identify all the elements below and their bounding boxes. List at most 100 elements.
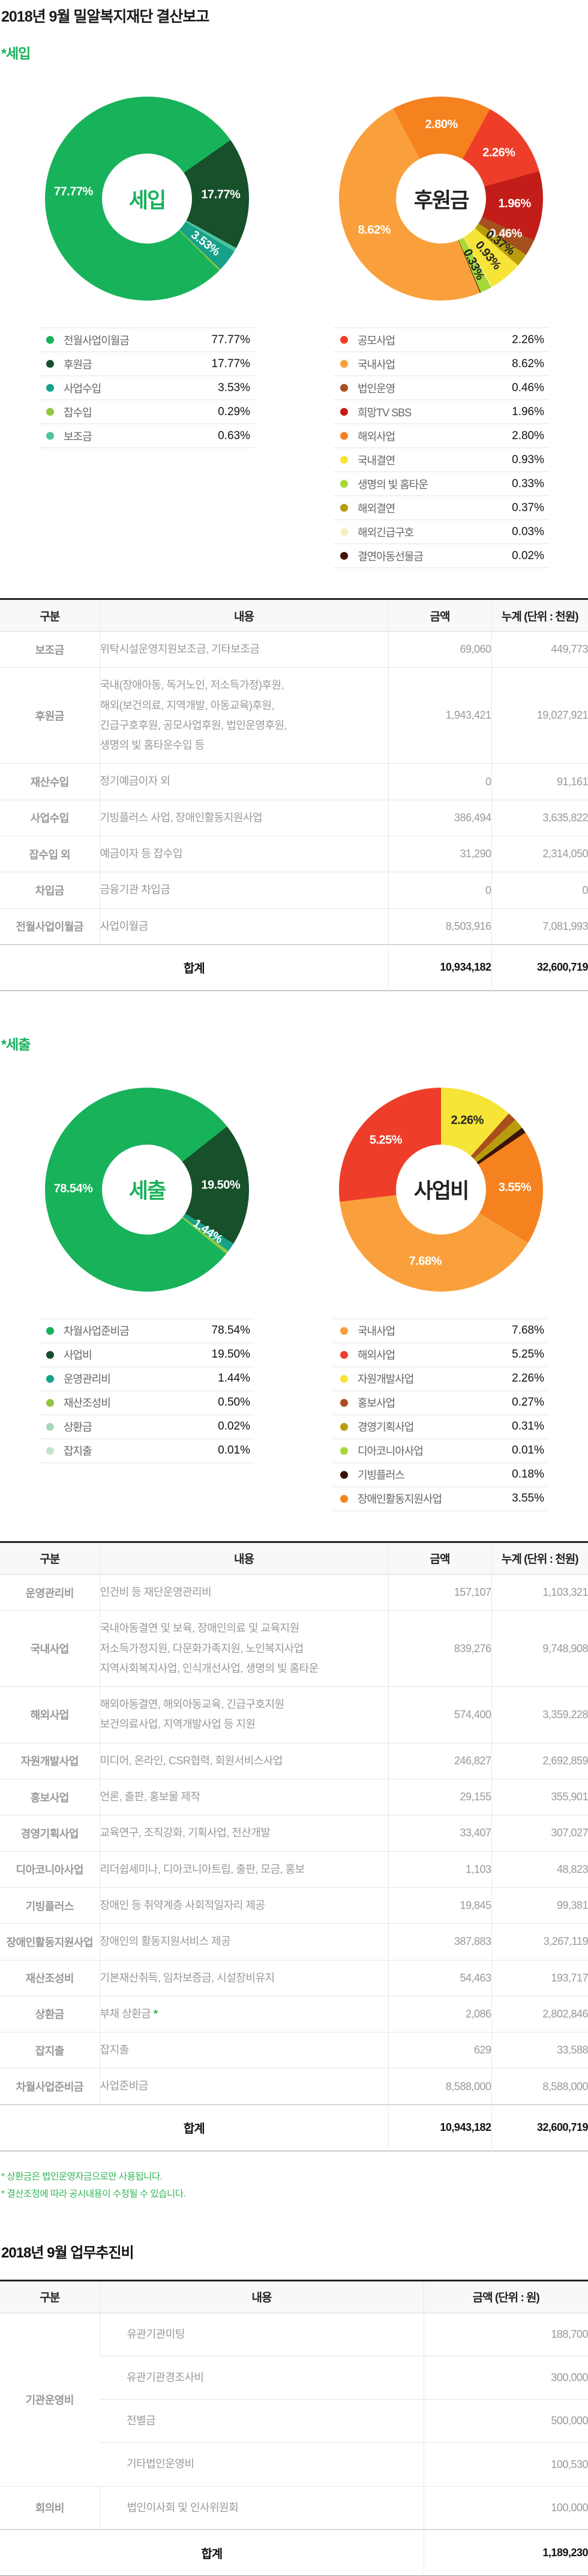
- legend-item-value: 0.63%: [218, 429, 250, 442]
- donut-hole: 후원금: [396, 154, 486, 244]
- row-amount: 300,000: [423, 2355, 588, 2400]
- donut-hole: 세출: [102, 1144, 192, 1235]
- legend-item-value: 0.02%: [512, 549, 544, 562]
- legend-item-label: 결연아동선물금: [358, 550, 424, 563]
- legend-item-value: 2.26%: [512, 1372, 544, 1385]
- table-row: 해외사업 해외아동결연, 해외아동교육, 긴급구호지원 보건의료사업, 지역개발사업…: [0, 1686, 588, 1743]
- chart-legend: 전월사업이월금 77.77% 후원금 17.77% 사업수입 3.53% 잡수입 0.29% 보…: [40, 328, 254, 448]
- row-cumulative: 48,823: [491, 1851, 588, 1888]
- legend-item: 희망TV SBS 1.96%: [334, 400, 548, 424]
- slice-percent-label: 5.25%: [369, 1133, 403, 1147]
- legend-item-value: 0.02%: [218, 1420, 250, 1433]
- legend-item: 운영관리비 1.44%: [40, 1367, 254, 1391]
- row-category: 전월사업이월금: [0, 908, 100, 945]
- column-header: 구분: [0, 2280, 100, 2313]
- row-amount: 246,827: [388, 1742, 491, 1779]
- legend-item-value: 0.37%: [512, 501, 544, 514]
- legend-item: 전월사업이월금 77.77%: [40, 328, 254, 352]
- row-amount: 100,530: [423, 2442, 588, 2487]
- row-description: 교육연구, 조직강화, 기획사업, 전산개발: [99, 1815, 388, 1852]
- row-amount: 31,290: [388, 836, 491, 872]
- donut-center-label: 후원금: [413, 188, 470, 212]
- row-description: 위탁시설운영지원보조금, 기타보조금: [99, 631, 388, 668]
- legend-item-value: 7.68%: [512, 1324, 544, 1337]
- row-description: 전별금: [100, 2399, 424, 2443]
- legend-item: 자원개발사업 2.26%: [334, 1367, 548, 1391]
- row-category: 차입금: [0, 872, 100, 909]
- row-category: 잡지출: [0, 2032, 100, 2068]
- row-description: 리더쉽세미나, 디아코니아트립, 출판, 모금, 홍보: [99, 1851, 388, 1888]
- expense-table-header: 구분 내용 금액 (단위 : 원): [0, 2280, 588, 2313]
- legend-item-label: 보조금: [64, 430, 92, 443]
- legend-color-dot: [340, 552, 348, 560]
- legend-item-label: 해외사업: [358, 430, 395, 443]
- legend-color-dot: [46, 360, 54, 368]
- row-cumulative: 449,773: [491, 631, 588, 668]
- row-description: 기빙플러스 사업, 장애인활동지원사업: [99, 799, 388, 836]
- legend-item-label: 디아코니아사업: [358, 1445, 424, 1458]
- row-amount: 0: [388, 872, 491, 909]
- donut-chart: 세출 78.54% 19.50% 1.44%: [45, 1087, 249, 1292]
- row-cumulative: 33,588: [491, 2032, 588, 2068]
- row-amount: 29,155: [388, 1779, 491, 1815]
- legend-color-dot: [340, 1326, 348, 1335]
- slice-percent-label: 2.26%: [482, 146, 515, 160]
- total-cumulative: 32,600,719: [491, 944, 588, 991]
- legend-item: 디아코니아사업 0.01%: [334, 1439, 548, 1463]
- legend-item-value: 5.25%: [512, 1348, 544, 1361]
- column-header: 누계 (단위 : 천원): [491, 599, 588, 632]
- legend-item-label: 사업비: [64, 1349, 92, 1362]
- row-category: 잡수입 외: [0, 836, 100, 872]
- footnote: * 결산조정에 따라 공시내용이 수정될 수 있습니다.: [1, 2189, 186, 2200]
- legend-item-label: 해외사업: [358, 1349, 395, 1362]
- table-total-row: 합계 1,189,230: [0, 2529, 588, 2576]
- row-amount: 387,883: [388, 1923, 491, 1960]
- expense-section-title: 2018년 9월 업무추진비: [1, 2244, 134, 2261]
- column-header: 구분: [0, 1542, 100, 1575]
- legend-item: 해외긴급구호 0.03%: [334, 520, 548, 544]
- legend-color-dot: [340, 1374, 348, 1383]
- row-amount: 386,494: [388, 799, 491, 836]
- legend-color-dot: [340, 1470, 348, 1479]
- table-row: 경영기획사업 교육연구, 조직강화, 기획사업, 전산개발 33,407 307,02…: [0, 1815, 588, 1852]
- table-row: 후원금 국내(장애아동, 독거노인, 저소득가정)후원, 해외(보건의료, 지역개발…: [0, 667, 588, 764]
- legend-item-value: 0.31%: [512, 1420, 544, 1433]
- row-category: 재산수입: [0, 763, 100, 800]
- row-description: 부채 상환금 *: [99, 1995, 388, 2032]
- legend-item: 생명의 빛 홈타운 0.33%: [334, 472, 548, 496]
- row-description: 기타법인운영비: [100, 2442, 424, 2487]
- row-amount: 500,000: [423, 2399, 588, 2443]
- legend-item: 해외결연 0.37%: [334, 496, 548, 520]
- row-cumulative: 19,027,921: [491, 667, 588, 764]
- donut-hole: 세입: [102, 154, 192, 244]
- legend-item-value: 0.33%: [512, 477, 544, 490]
- legend-item-label: 해외결연: [358, 502, 395, 515]
- legend-item-label: 국내사업: [358, 1325, 395, 1338]
- legend-item: 결연아동선물금 0.02%: [334, 544, 548, 568]
- row-description: 기본재산취득, 임차보증금, 시설장비유지: [99, 1959, 388, 1996]
- legend-color-dot: [46, 1374, 54, 1383]
- row-cumulative: 307,027: [491, 1815, 588, 1852]
- legend-item: 해외사업 5.25%: [334, 1343, 548, 1367]
- legend-color-dot: [46, 336, 54, 344]
- legend-color-dot: [340, 504, 348, 512]
- table-row: 차입금 금융기관 차입금 0 0: [0, 872, 588, 909]
- legend-item-label: 운영관리비: [64, 1373, 111, 1386]
- legend-item: 사업수입 3.53%: [40, 376, 254, 400]
- expenditure-table-header: 구분 내용 금액 누계 (단위 : 천원): [0, 1542, 588, 1575]
- expenditure-table: 구분 내용 금액 누계 (단위 : 천원) 운영관리비 인건비 등 재단운영관리비 157…: [0, 1541, 588, 2151]
- legend-item-value: 0.46%: [512, 381, 544, 394]
- legend-color-dot: [340, 1422, 348, 1431]
- table-total-row: 합계 10,943,182 32,600,719: [0, 2104, 588, 2151]
- row-amount: 1,103: [388, 1851, 491, 1888]
- legend-item: 보조금 0.63%: [40, 424, 254, 448]
- row-description: 법인이사회 및 인사위원회: [99, 2485, 424, 2530]
- row-category: 디아코니아사업: [0, 1851, 100, 1888]
- row-description: 장애인의 활동지원서비스 제공: [99, 1923, 388, 1960]
- legend-item-label: 국내사업: [358, 358, 395, 371]
- legend-item-value: 0.93%: [512, 453, 544, 466]
- row-description: 잡지출: [99, 2032, 388, 2068]
- slice-percent-label: 2.80%: [425, 118, 458, 131]
- row-description: 미디어, 온라인, CSR협력, 회원서비스사업: [99, 1742, 388, 1779]
- slice-percent-label: 8.62%: [358, 223, 391, 236]
